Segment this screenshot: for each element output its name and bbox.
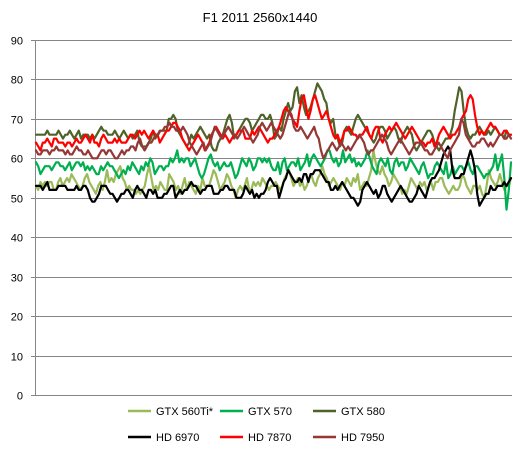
series-lines (34, 82, 513, 211)
legend: GTX 560Ti* GTX 570 GTX 580 HD 6970 HD 7870 HD… (128, 406, 385, 444)
axes: 0 10 20 30 40 50 60 70 80 90 (11, 36, 512, 403)
chart-title: F1 2011 2560x1440 (203, 10, 318, 25)
series-line-1 (34, 149, 513, 211)
y-tick-label: 20 (11, 312, 23, 324)
y-tick-label: 70 (11, 115, 23, 127)
y-tick-label: 10 (11, 352, 23, 364)
y-tick-label: 30 (11, 273, 23, 285)
series-line-5 (34, 109, 513, 160)
y-tick-label: 50 (11, 194, 23, 206)
y-tick-label: 80 (11, 75, 23, 87)
legend-label: GTX 580 (341, 406, 385, 418)
legend-label: GTX 560Ti* (156, 406, 214, 418)
y-tick-label: 60 (11, 154, 23, 166)
legend-label: GTX 570 (248, 406, 292, 418)
y-tick-label: 90 (11, 36, 23, 48)
legend-label: HD 6970 (156, 432, 199, 444)
series-line-3 (34, 145, 513, 207)
y-tick-label: 40 (11, 233, 23, 245)
y-tick-label: 0 (17, 391, 23, 403)
legend-label: HD 7950 (341, 432, 384, 444)
legend-label: HD 7870 (248, 432, 291, 444)
series-line-2 (34, 82, 513, 152)
series-line-4 (34, 94, 513, 152)
